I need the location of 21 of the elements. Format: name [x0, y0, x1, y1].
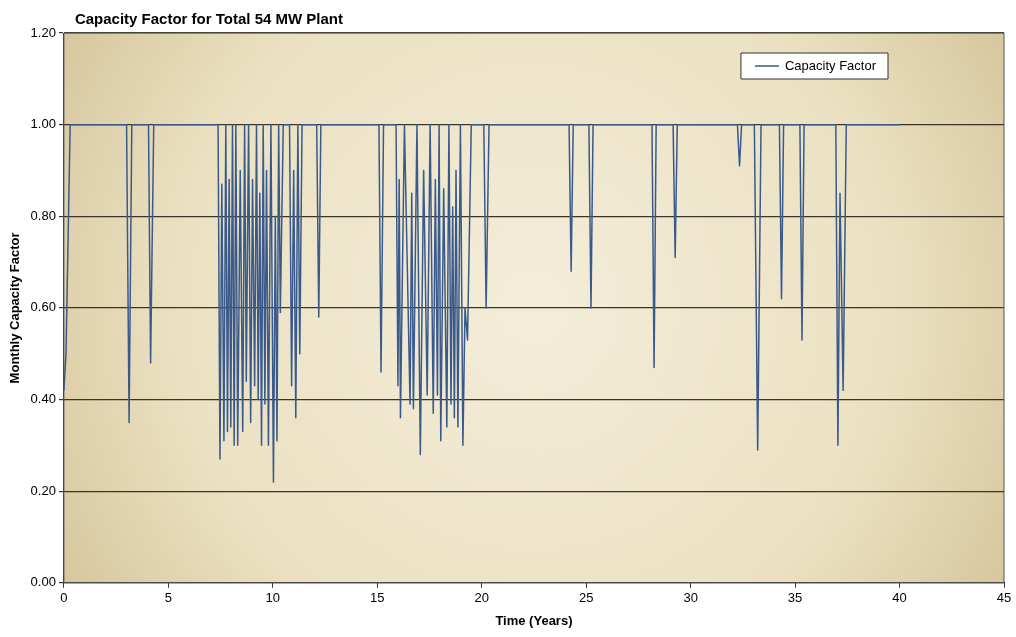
y-tick-label: 0.60 — [30, 299, 56, 315]
x-tick-label: 15 — [370, 590, 385, 606]
y-tick-label: 0.20 — [30, 482, 56, 498]
x-tick-label: 20 — [474, 590, 489, 606]
x-tick-label: 25 — [578, 590, 594, 606]
x-tick-label: 0 — [60, 590, 68, 606]
y-tick-label: 0.40 — [30, 391, 56, 407]
x-axis-title: Time (Years) — [495, 612, 573, 628]
y-axis-title: Monthly Capacity Factor — [7, 232, 23, 384]
x-tick-label: 5 — [164, 590, 172, 606]
y-tick-label: 1.20 — [30, 24, 56, 40]
x-tick-label: 30 — [683, 590, 698, 606]
x-tick-label: 10 — [265, 590, 281, 606]
chart-title: Capacity Factor for Total 54 MW Plant — [74, 9, 344, 27]
y-tick-label: 0.00 — [30, 574, 56, 590]
x-tick-label: 40 — [892, 590, 907, 606]
x-tick-label: 35 — [787, 590, 803, 606]
x-tick-label: 45 — [996, 590, 1012, 606]
y-tick-label: 1.00 — [30, 116, 56, 132]
legend-label: Capacity Factor — [784, 57, 877, 73]
y-tick-label: 0.80 — [30, 207, 56, 223]
